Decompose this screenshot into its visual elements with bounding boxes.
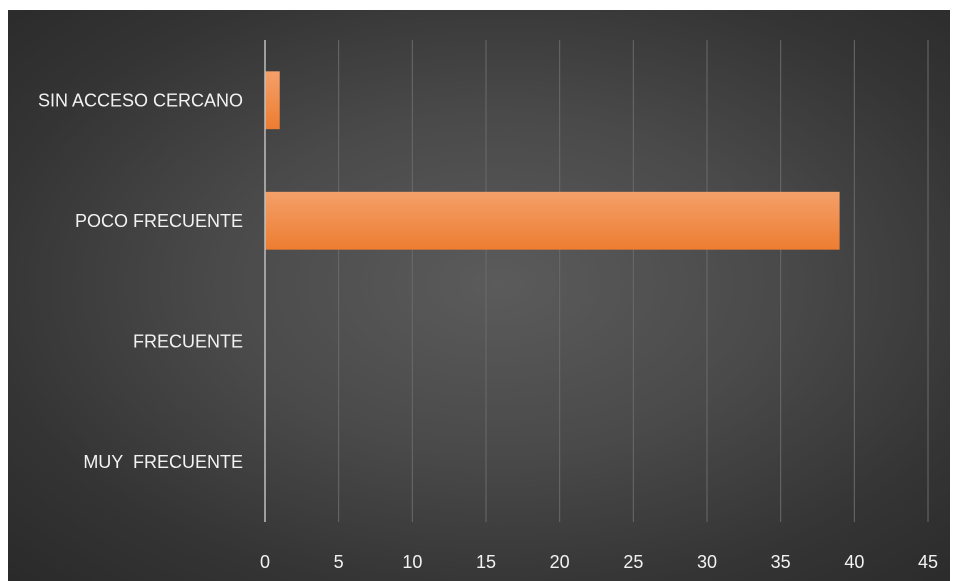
bar-2 [265, 192, 840, 250]
x-tick-label-15: 15 [476, 552, 496, 572]
x-tick-label-10: 10 [402, 552, 422, 572]
x-tick-label-0: 0 [260, 552, 270, 572]
x-tick-labels: 0 5 10 15 20 25 30 35 40 45 [260, 552, 938, 572]
x-tick-label-30: 30 [697, 552, 717, 572]
x-tick-label-45: 45 [918, 552, 938, 572]
x-tick-label-20: 20 [550, 552, 570, 572]
category-label-0: MUY FRECUENTE [83, 452, 243, 472]
category-label-3: SIN ACCESO CERCANO [38, 90, 243, 110]
chart-area: 0 5 10 15 20 25 30 35 40 45 MUY FRECUENTE FRECUENT… [8, 10, 950, 581]
category-label-2: POCO FRECUENTE [75, 211, 243, 231]
category-label-1: FRECUENTE [133, 331, 243, 351]
bar-3 [265, 71, 280, 129]
x-tick-label-40: 40 [844, 552, 864, 572]
bars [265, 71, 840, 249]
bar-chart: 0 5 10 15 20 25 30 35 40 45 MUY FRECUENTE FRECUENT… [8, 10, 950, 581]
x-tick-label-5: 5 [334, 552, 344, 572]
gridlines [339, 40, 928, 522]
x-tick-label-35: 35 [771, 552, 791, 572]
x-tick-label-25: 25 [623, 552, 643, 572]
category-labels: MUY FRECUENTE FRECUENTE POCO FRECUENTE SIN … [38, 90, 243, 472]
